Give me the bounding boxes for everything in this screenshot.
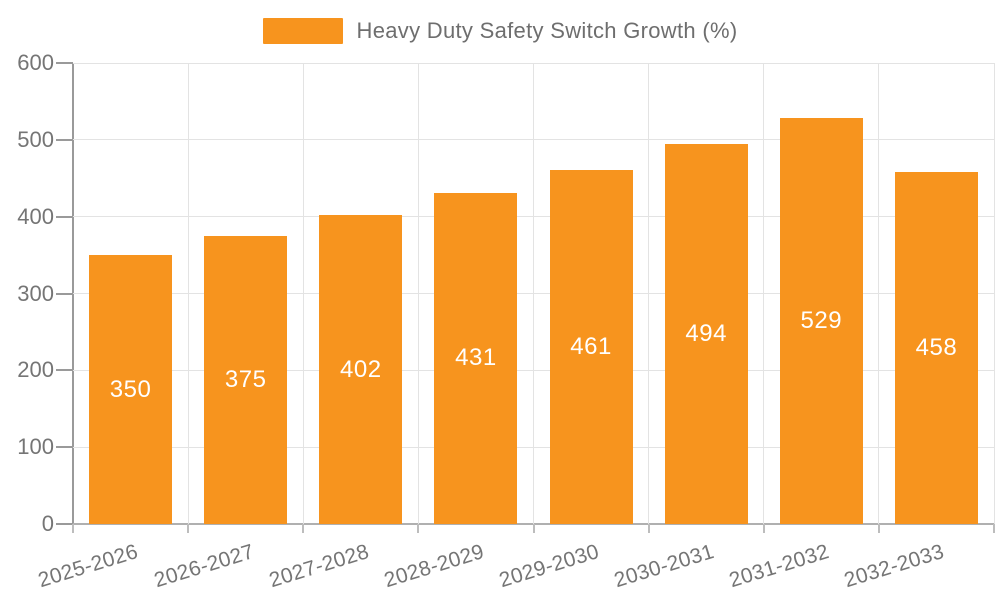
y-axis-tick: [56, 523, 73, 525]
x-axis-label: 2025-2026: [35, 540, 142, 593]
bar[interactable]: 375: [204, 235, 288, 524]
x-axis-label: 2031-2032: [726, 540, 833, 593]
x-axis-tick: [877, 524, 880, 533]
x-axis-tick: [302, 524, 305, 533]
y-axis-tick: [56, 446, 73, 449]
x-axis-tick: [187, 524, 190, 533]
x-axis-tick: [72, 524, 74, 533]
bar[interactable]: 431: [434, 192, 518, 524]
x-axis-label: 2030-2031: [611, 540, 717, 593]
plot-area: 350 375 402 431 461 494 529 458: [73, 62, 995, 524]
bar[interactable]: 350: [89, 255, 173, 524]
bar-value-label: 431: [455, 344, 497, 372]
x-axis-label: 2027-2028: [266, 540, 372, 593]
bar[interactable]: 402: [319, 215, 403, 524]
x-axis-tick: [993, 524, 995, 533]
x-axis-label: 2032-2033: [841, 540, 948, 593]
y-axis-tick: [56, 292, 73, 295]
y-axis-tick: [56, 369, 73, 372]
gridline-vertical: [417, 63, 419, 524]
y-axis-tick-label: 300: [17, 280, 54, 306]
y-axis-tick: [56, 62, 73, 64]
bar[interactable]: 461: [549, 169, 633, 524]
bar[interactable]: 494: [664, 144, 748, 524]
gridline-vertical: [993, 63, 995, 524]
x-axis-label: 2029-2030: [496, 540, 602, 593]
legend-item[interactable]: Heavy Duty Safety Switch Growth (%): [262, 18, 738, 44]
gridline-vertical: [187, 63, 189, 524]
y-axis-tick-label: 0: [41, 511, 54, 536]
y-axis-tick-label: 600: [17, 50, 54, 75]
y-axis-tick: [56, 215, 73, 218]
bar-value-label: 529: [800, 306, 843, 334]
gridline-vertical: [763, 63, 765, 524]
x-axis-label: 2028-2029: [381, 540, 487, 593]
bar-value-label: 375: [224, 365, 267, 393]
y-axis-tick-label: 500: [17, 126, 54, 152]
y-axis-tick: [56, 138, 73, 141]
gridline-vertical: [878, 63, 880, 524]
bar-value-label: 402: [340, 355, 382, 383]
legend-label: Heavy Duty Safety Switch Growth (%): [356, 18, 738, 43]
x-axis-tick: [532, 524, 535, 533]
bar[interactable]: 529: [779, 117, 863, 524]
x-axis-tick: [417, 524, 420, 533]
x-axis-tick: [647, 524, 650, 533]
bar[interactable]: 458: [894, 172, 978, 524]
chart-legend: Heavy Duty Safety Switch Growth (%): [0, 16, 1000, 46]
bar-value-label: 494: [685, 320, 727, 348]
gridline-vertical: [648, 63, 650, 524]
gridline-vertical: [533, 63, 534, 524]
x-axis-label: 2026-2027: [151, 540, 257, 593]
gridline-vertical: [302, 63, 304, 524]
bar-value-label: 458: [915, 334, 958, 362]
bar-value-label: 350: [109, 375, 152, 403]
y-axis-tick-label: 400: [17, 203, 54, 229]
legend-swatch-icon: [262, 18, 343, 44]
y-axis-tick-label: 100: [17, 434, 54, 460]
y-axis-tick-label: 200: [17, 357, 54, 383]
bar-value-label: 461: [570, 332, 612, 360]
x-axis-tick: [762, 524, 765, 533]
